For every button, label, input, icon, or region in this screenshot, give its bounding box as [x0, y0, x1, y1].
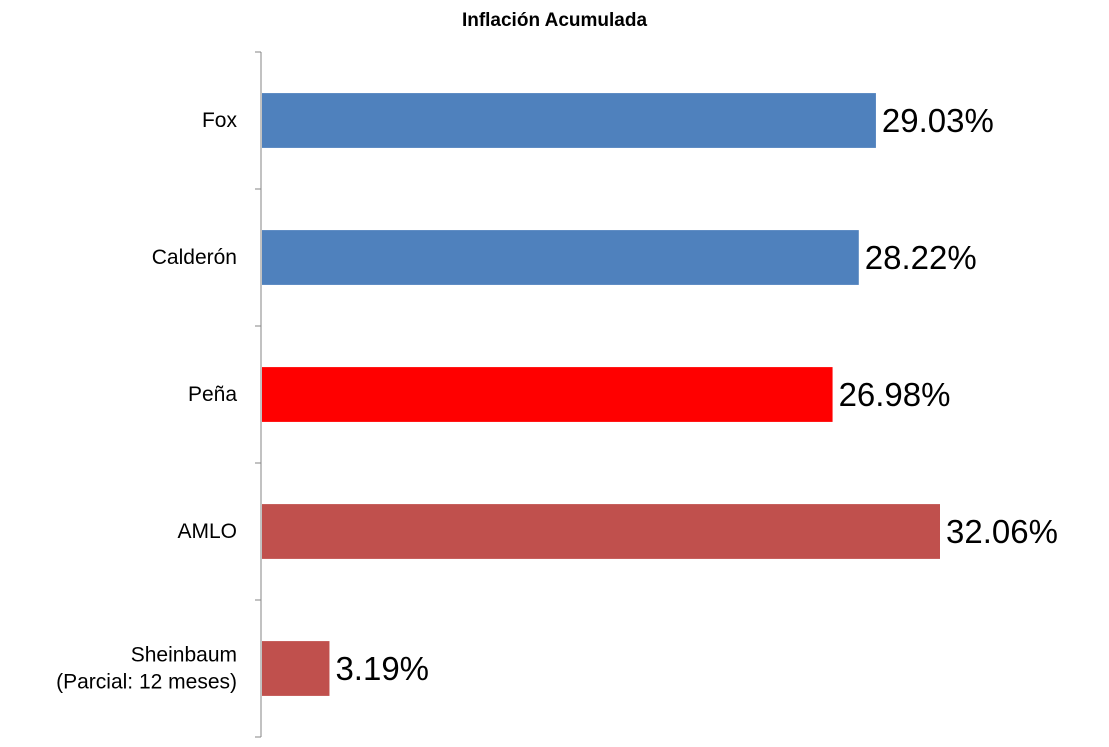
bar-0	[262, 93, 876, 148]
data-label-0: 29.03%	[882, 102, 994, 139]
data-label-2: 26.98%	[839, 376, 951, 413]
bar-2	[262, 367, 833, 422]
bar-3	[262, 504, 940, 559]
bar-1	[262, 230, 859, 285]
data-label-3: 32.06%	[946, 513, 1058, 550]
category-label-2: Peña	[188, 383, 237, 406]
category-label-0: Fox	[202, 109, 238, 132]
data-label-4: 3.19%	[335, 650, 429, 687]
chart-title: Inflación Acumulada	[461, 10, 648, 31]
bars-layer	[262, 93, 940, 696]
category-label-4-line-1: (Parcial: 12 meses)	[56, 671, 237, 694]
category-label-1: Calderón	[152, 246, 237, 269]
category-label-3: AMLO	[177, 520, 237, 543]
category-axis	[255, 51, 262, 738]
labels-layer: 29.03% Fox 28.22% Calderón 26.98% Peña 32.06% A…	[56, 102, 1058, 694]
bar-4	[262, 641, 330, 696]
data-label-1: 28.22%	[865, 239, 977, 276]
category-label-4-line-0: Sheinbaum	[131, 644, 237, 667]
